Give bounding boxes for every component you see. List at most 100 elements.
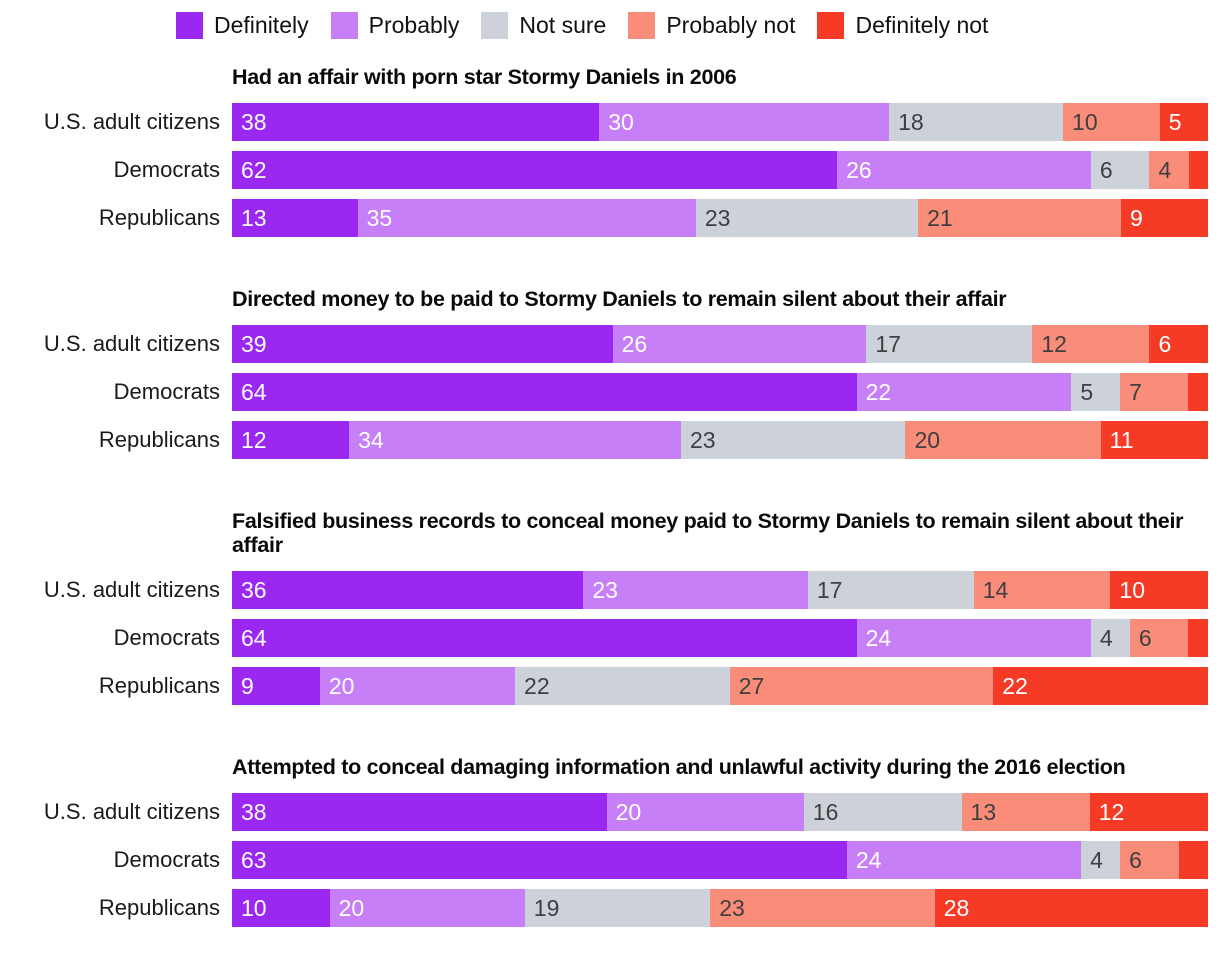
bar-segment-definitely: 9	[232, 667, 320, 705]
bar-value-label: 23	[704, 204, 731, 231]
bar-value-label: 27	[738, 672, 765, 699]
bar-segment-not-sure: 22	[515, 667, 730, 705]
bar-value-label: 34	[358, 426, 384, 453]
bar-segment-probably-not: 20	[905, 421, 1101, 459]
legend-swatch-icon	[330, 12, 358, 39]
chart-title: Directed money to be paid to Stormy Dani…	[232, 287, 1007, 311]
legend-swatch-icon	[628, 12, 656, 39]
bar-segment-not-sure: 4	[1081, 841, 1121, 879]
bar-value-label: 38	[241, 798, 267, 825]
bar-segment-probably-not: 13	[961, 793, 1090, 831]
bar-track: 9 20 22 27 22	[232, 667, 1208, 705]
bar-segment-probably: 20	[606, 793, 804, 831]
bar-segment-probably: 20	[319, 667, 516, 705]
bar-value-label: 24	[855, 846, 882, 873]
bar-value-label: 19	[533, 894, 560, 921]
bar-segment-definitely: 39	[232, 325, 613, 363]
row-label: Democrats	[113, 157, 220, 182]
bar-value-label: 63	[241, 846, 267, 873]
row-label: Democrats	[113, 625, 220, 650]
bar-segment-probably: 20	[329, 889, 525, 927]
bar-value-label: 30	[608, 108, 634, 135]
bar-value-label: 12	[241, 426, 267, 453]
bar-row-democrats: Democrats 64 24 4 6	[0, 619, 1220, 657]
bar-value-label: 10	[1119, 576, 1145, 603]
bar-value-label: 4	[1090, 846, 1103, 873]
bar-row-democrats: Democrats 64 22 5 7	[0, 373, 1220, 411]
bar-segment-probably-not: 10	[1063, 103, 1160, 141]
legend-item-definitely: Definitely	[176, 12, 309, 39]
bar-value-label: 18	[898, 108, 924, 135]
bar-value-label: 10	[241, 894, 267, 921]
bar-value-label: 23	[689, 426, 716, 453]
bar-track: 13 35 23 21 9	[232, 199, 1208, 237]
bar-segment-definitely-not: 11	[1100, 421, 1209, 459]
row-label: Democrats	[113, 379, 220, 404]
bar-track: 64 22 5 7	[232, 373, 1208, 411]
bar-segment-probably-not: 4	[1149, 151, 1189, 189]
bar-track: 39 26 17 12 6	[232, 325, 1209, 363]
bar-track: 63 24 4 6	[232, 841, 1208, 879]
row-label: Republicans	[98, 673, 220, 698]
bar-segment-not-sure: 4	[1090, 619, 1130, 657]
bar-row-republicans: Republicans 13 35 23 21 9	[0, 199, 1220, 237]
bar-value-label: 26	[621, 330, 648, 357]
bar-value-label: 17	[875, 330, 901, 357]
bar-segment-definitely: 10	[232, 889, 330, 927]
bar-segment-not-sure: 18	[889, 103, 1064, 141]
bar-segment-definitely: 62	[232, 151, 838, 189]
row-label: Republicans	[98, 427, 220, 452]
bar-segment-probably-not: 6	[1120, 841, 1179, 879]
bar-value-label: 7	[1129, 378, 1142, 405]
chart-title: Falsified business records to conceal mo…	[232, 509, 1184, 557]
bar-segment-probably-not: 14	[973, 571, 1111, 609]
bar-value-label: 64	[241, 624, 267, 651]
charts-container: Had an affair with porn star Stormy Dani…	[0, 65, 1220, 927]
chart-group-3: Falsified business records to conceal mo…	[0, 509, 1220, 705]
bar-row-democrats: Democrats 63 24 4 6	[0, 841, 1220, 879]
bar-segment-definitely: 12	[232, 421, 350, 459]
legend-label: Definitely not	[855, 12, 989, 38]
bar-value-label: 10	[1072, 108, 1098, 135]
bar-segment-probably: 30	[599, 103, 890, 141]
bar-value-label: 17	[816, 576, 843, 603]
bar-segment-definitely-not: 9	[1121, 199, 1208, 237]
bar-value-label: 16	[812, 798, 839, 825]
legend-item-probably-not: Probably not	[628, 12, 795, 39]
bar-value-label: 38	[241, 108, 267, 135]
bar-value-label: 35	[366, 204, 393, 231]
bar-value-label: 22	[865, 378, 892, 405]
bar-segment-probably-not: 6	[1129, 619, 1189, 657]
bar-track: 64 24 4 6	[232, 619, 1208, 657]
legend: Definitely Probably Not sure Probably not De…	[0, 0, 1220, 39]
bar-segment-definitely: 64	[232, 619, 857, 657]
legend-swatch-icon	[817, 12, 845, 39]
row-label: U.S. adult citizens	[43, 799, 220, 824]
bar-value-label: 12	[1041, 330, 1067, 357]
bar-value-label: 6	[1129, 846, 1142, 873]
bar-value-label: 20	[615, 798, 642, 825]
bar-value-label: 4	[1158, 156, 1172, 183]
bar-value-label: 12	[1098, 798, 1125, 825]
bar-segment-probably: 22	[856, 373, 1072, 411]
bar-segment-definitely: 38	[232, 103, 600, 141]
bar-row-republicans: Republicans 9 20 22 27 22	[0, 667, 1220, 705]
row-label: U.S. adult citizens	[43, 577, 220, 602]
bar-value-label: 5	[1168, 108, 1182, 135]
bar-row-u-s-adult-citizens: U.S. adult citizens 36 23 17 14 10	[0, 571, 1220, 609]
legend-item-not-sure: Not sure	[481, 12, 606, 39]
bar-segment-definitely: 63	[232, 841, 847, 879]
bar-value-label: 5	[1080, 378, 1094, 405]
bar-segment-probably: 34	[349, 421, 681, 459]
bar-value-label: 6	[1099, 156, 1113, 183]
bar-value-label: 11	[1109, 426, 1134, 453]
bar-value-label: 20	[328, 672, 355, 699]
bar-value-label: 21	[927, 204, 953, 231]
chart-title: Had an affair with porn star Stormy Dani…	[232, 65, 737, 89]
legend-label: Definitely	[214, 12, 309, 38]
bar-segment-definitely-not: 12	[1089, 793, 1208, 831]
bar-track: 36 23 17 14 10	[232, 571, 1208, 609]
bar-value-label: 9	[1130, 204, 1143, 231]
bar-segment-probably: 24	[846, 841, 1082, 879]
bar-segment-not-sure: 5	[1071, 373, 1121, 411]
